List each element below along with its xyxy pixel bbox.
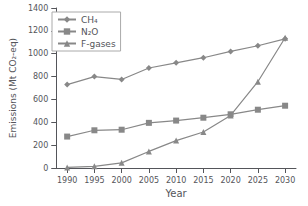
svg-text:800: 800 — [33, 72, 48, 81]
svg-text:1000: 1000 — [28, 49, 48, 58]
svg-text:2010: 2010 — [166, 176, 186, 185]
svg-text:2025: 2025 — [248, 176, 268, 185]
svg-text:Emissions (Mt CO₂-eq): Emissions (Mt CO₂-eq) — [8, 38, 18, 138]
svg-text:F-gases: F-gases — [81, 39, 116, 49]
svg-text:Year: Year — [165, 188, 188, 199]
svg-text:1995: 1995 — [84, 176, 104, 185]
svg-text:2000: 2000 — [111, 176, 131, 185]
svg-text:400: 400 — [33, 118, 48, 127]
svg-text:200: 200 — [33, 141, 48, 150]
svg-text:600: 600 — [33, 95, 48, 104]
svg-text:1400: 1400 — [28, 4, 48, 13]
svg-text:N₂O: N₂O — [81, 27, 98, 37]
svg-text:1200: 1200 — [28, 26, 48, 35]
svg-text:CH₄: CH₄ — [81, 15, 98, 25]
svg-text:1990: 1990 — [57, 176, 77, 185]
svg-text:2005: 2005 — [139, 176, 159, 185]
svg-text:0: 0 — [43, 164, 48, 173]
svg-text:2030: 2030 — [275, 176, 295, 185]
svg-text:2015: 2015 — [193, 176, 213, 185]
svg-text:2020: 2020 — [220, 176, 240, 185]
